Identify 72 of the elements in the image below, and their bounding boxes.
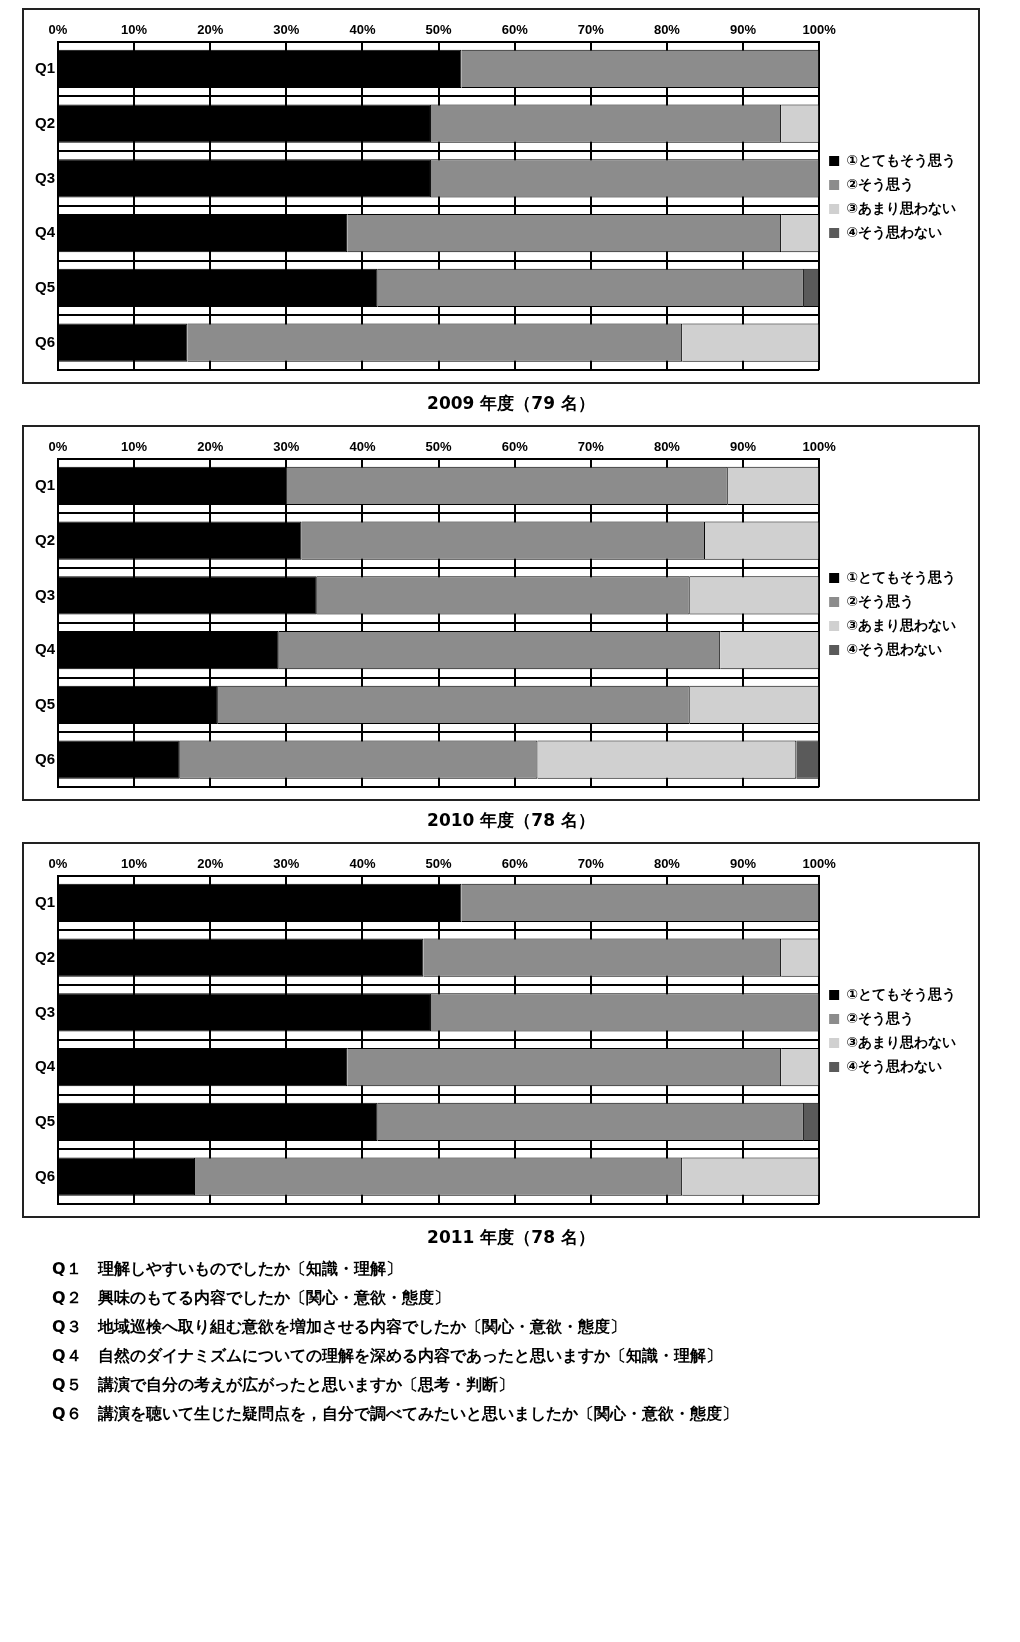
x-tick-label: 10% (121, 22, 148, 38)
x-tick-label: 70% (577, 856, 605, 872)
x-tick-label: 60% (501, 22, 529, 38)
x-tick-label: 80% (653, 439, 681, 455)
y-tick-label: Q2 (34, 530, 56, 548)
y-tick-label: Q6 (34, 1166, 56, 1184)
text: 2011 年度（78 名） (426, 1226, 596, 1249)
y-tick-label: Q3 (34, 585, 56, 603)
y-tick-label: Q3 (34, 1002, 56, 1020)
x-tick-label: 30% (273, 439, 300, 455)
x-tick-label: 30% (273, 856, 300, 872)
text: Q６ 講演を聴いて生じた疑問点を，自分で調べてみたいと思いましたか〔関心・意欲・態度〕 (52, 1404, 739, 1425)
y-tick-label: Q4 (34, 1057, 56, 1075)
x-tick-label: 0% (48, 439, 68, 455)
legend-label: ③あまり思わない (846, 199, 957, 216)
legend-label: ②そう思う (846, 175, 915, 193)
x-tick-label: 20% (197, 439, 224, 455)
x-tick-label: 60% (501, 856, 529, 872)
legend-label: ④そう思わない (846, 223, 943, 241)
text: Q５ 講演で自分の考えが広がったと思いますか〔思考・判断〕 (52, 1375, 515, 1396)
legend-label: ②そう思う (846, 592, 915, 610)
y-tick-label: Q1 (34, 893, 56, 911)
y-tick-label: Q2 (34, 947, 56, 965)
y-tick-label: Q4 (34, 223, 56, 241)
y-tick-label: Q3 (34, 168, 56, 186)
y-tick-label: Q2 (34, 113, 56, 131)
x-tick-label: 50% (425, 22, 453, 38)
text: Q２ 興味のもてる内容でしたか〔関心・意欲・態度〕 (52, 1288, 451, 1309)
legend-label: ④そう思わない (846, 1057, 943, 1075)
x-tick-label: 70% (577, 22, 605, 38)
x-tick-label: 70% (577, 439, 605, 455)
legend-label: ③あまり思わない (846, 1033, 957, 1050)
x-tick-label: 20% (197, 856, 224, 872)
x-tick-label: 0% (48, 856, 68, 872)
legend-label: ③あまり思わない (846, 616, 957, 633)
text: Q４ 自然のダイナミズムについての理解を深める内容であったと思いますか〔知識・理解〕 (52, 1346, 723, 1367)
x-tick-label: 10% (121, 439, 148, 455)
y-tick-label: Q5 (34, 1112, 56, 1130)
x-tick-label: 40% (349, 22, 376, 38)
x-tick-label: 80% (653, 22, 681, 38)
x-tick-label: 100% (802, 856, 837, 872)
x-tick-label: 100% (802, 22, 837, 38)
y-tick-label: Q6 (34, 332, 56, 350)
legend-label: ④そう思わない (846, 640, 943, 658)
x-tick-label: 60% (501, 439, 529, 455)
legend-label: ②そう思う (846, 1009, 915, 1027)
y-tick-label: Q1 (34, 476, 56, 494)
y-tick-label: Q5 (34, 278, 56, 296)
text: Q１ 理解しやすいものでしたか〔知識・理解〕 (52, 1259, 403, 1280)
y-tick-label: Q4 (34, 640, 56, 658)
legend-label: ①とてもそう思う (846, 151, 957, 169)
x-tick-label: 30% (273, 22, 300, 38)
y-tick-label: Q5 (34, 695, 56, 713)
x-tick-label: 90% (730, 22, 757, 38)
x-tick-label: 0% (48, 22, 68, 38)
x-tick-label: 40% (349, 439, 376, 455)
text: 2010 年度（78 名） (426, 809, 596, 832)
x-tick-label: 90% (730, 856, 757, 872)
y-tick-label: Q6 (34, 749, 56, 767)
x-tick-label: 40% (349, 856, 376, 872)
text: 2009 年度（79 名） (426, 392, 596, 415)
legend-label: ①とてもそう思う (846, 568, 957, 586)
x-tick-label: 10% (121, 856, 148, 872)
text: Q３ 地域巡検へ取り組む意欲を増加させる内容でしたか〔関心・意欲・態度〕 (52, 1317, 627, 1338)
legend-label: ①とてもそう思う (846, 985, 957, 1003)
x-tick-label: 90% (730, 439, 757, 455)
y-tick-label: Q1 (34, 59, 56, 77)
x-tick-label: 20% (197, 22, 224, 38)
x-tick-label: 100% (802, 439, 837, 455)
x-tick-label: 80% (653, 856, 681, 872)
x-tick-label: 50% (425, 439, 453, 455)
x-tick-label: 50% (425, 856, 453, 872)
